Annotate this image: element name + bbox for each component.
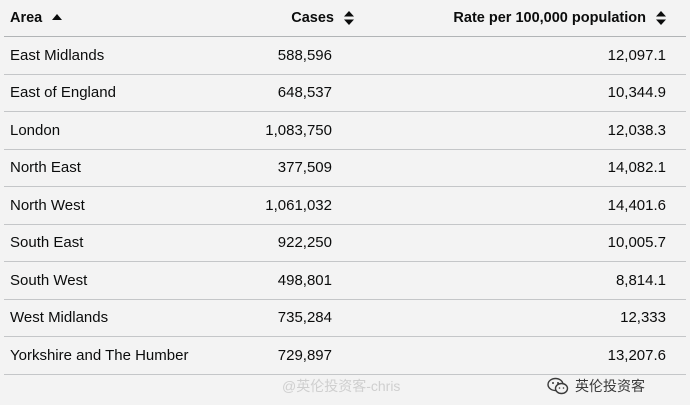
area-cell: South East [4,224,204,262]
area-cell: London [4,111,204,150]
area-header-label: Area [10,10,43,26]
rate-cell: 12,097.1 [364,36,686,75]
cases-cell: 1,083,750 [204,111,364,150]
area-cell: North East [4,149,204,187]
cases-cell: 648,537 [204,74,364,112]
rate-cell: 12,038.3 [364,111,686,150]
sort-ascending-icon[interactable] [52,11,63,25]
area-column-header[interactable]: Area [4,0,204,37]
table-row: East of England 648,537 10,344.9 [4,74,686,112]
area-cell: West Midlands [4,299,204,337]
sort-both-icon[interactable] [656,11,666,25]
rate-cell: 10,344.9 [364,74,686,112]
cases-column-header[interactable]: Cases [204,0,364,37]
cases-header-label: Cases [291,10,334,26]
area-cell: East of England [4,74,204,112]
regional-cases-table: Area Cases [4,0,686,375]
rate-cell: 14,401.6 [364,186,686,225]
rate-header-label: Rate per 100,000 population [453,10,646,26]
weibo-watermark: @英伦投资客-chris [282,376,400,396]
table-row: East Midlands 588,596 12,097.1 [4,36,686,75]
watermark-text: 英伦投资客 [575,378,645,394]
table-row: Yorkshire and The Humber 729,897 13,207.… [4,336,686,375]
table-row: West Midlands 735,284 12,333 [4,299,686,337]
rate-cell: 14,082.1 [364,149,686,187]
wechat-watermark: 英伦投资客 [547,376,645,396]
table-row: North East 377,509 14,082.1 [4,149,686,187]
table-header-row: Area Cases [4,0,686,37]
table-row: London 1,083,750 12,038.3 [4,111,686,150]
cases-cell: 735,284 [204,299,364,337]
area-cell: East Midlands [4,36,204,75]
area-cell: South West [4,261,204,300]
rate-cell: 10,005.7 [364,224,686,262]
cases-cell: 729,897 [204,336,364,375]
table-row: South East 922,250 10,005.7 [4,224,686,262]
area-cell: Yorkshire and The Humber [4,336,204,375]
cases-cell: 1,061,032 [204,186,364,225]
rate-cell: 12,333 [364,299,686,337]
watermark-text: @英伦投资客-chris [282,378,401,394]
sort-both-icon[interactable] [344,11,354,25]
rate-cell: 8,814.1 [364,261,686,300]
table-row: North West 1,061,032 14,401.6 [4,186,686,225]
cases-cell: 498,801 [204,261,364,300]
table-row: South West 498,801 8,814.1 [4,261,686,300]
cases-cell: 922,250 [204,224,364,262]
area-cell: North West [4,186,204,225]
rate-cell: 13,207.6 [364,336,686,375]
cases-cell: 588,596 [204,36,364,75]
cases-cell: 377,509 [204,149,364,187]
wechat-logo-icon [547,377,569,395]
rate-column-header[interactable]: Rate per 100,000 population [364,0,686,37]
